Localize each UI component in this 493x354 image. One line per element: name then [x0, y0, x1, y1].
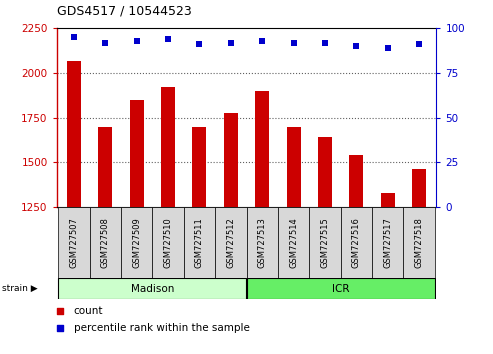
Bar [90, 207, 121, 278]
Bar [130, 100, 144, 207]
Bar [349, 155, 363, 207]
Text: GSM727512: GSM727512 [226, 217, 235, 268]
Point [102, 40, 109, 45]
Bar [372, 207, 403, 278]
Bar [58, 207, 90, 278]
Text: GSM727513: GSM727513 [258, 217, 267, 268]
Point [352, 44, 360, 49]
Bar [184, 207, 215, 278]
Text: ICR: ICR [332, 284, 350, 293]
Point [196, 41, 204, 47]
Bar [67, 61, 81, 207]
Bar [246, 207, 278, 278]
Bar [309, 207, 341, 278]
Text: GSM727507: GSM727507 [70, 217, 78, 268]
Bar [215, 207, 246, 278]
Bar [192, 127, 207, 207]
Text: GSM727511: GSM727511 [195, 217, 204, 268]
Bar [98, 127, 112, 207]
Text: GSM727509: GSM727509 [132, 217, 141, 268]
Text: GDS4517 / 10544523: GDS4517 / 10544523 [57, 5, 191, 18]
Text: GSM727508: GSM727508 [101, 217, 110, 268]
Text: strain ▶: strain ▶ [2, 284, 38, 293]
Text: Madison: Madison [131, 284, 174, 293]
Bar [403, 207, 435, 278]
Point [289, 40, 297, 45]
Point [227, 40, 235, 45]
Point [277, 52, 285, 58]
Bar [286, 127, 301, 207]
Point [277, 211, 285, 217]
Text: GSM727510: GSM727510 [164, 217, 173, 268]
Bar [152, 207, 184, 278]
Bar [255, 91, 269, 207]
Bar [278, 207, 309, 278]
Point [164, 36, 172, 42]
Bar [224, 113, 238, 207]
Bar [58, 278, 246, 299]
Point [384, 45, 391, 51]
Point [415, 41, 423, 47]
Bar [161, 87, 175, 207]
Bar [341, 207, 372, 278]
Text: GSM727516: GSM727516 [352, 217, 361, 268]
Bar [318, 137, 332, 207]
Bar [121, 207, 152, 278]
Point [321, 40, 329, 45]
Point [133, 38, 141, 44]
Text: GSM727514: GSM727514 [289, 217, 298, 268]
Point [258, 38, 266, 44]
Text: GSM727515: GSM727515 [320, 217, 329, 268]
Text: percentile rank within the sample: percentile rank within the sample [74, 323, 249, 333]
Bar [412, 169, 426, 207]
Point [70, 34, 78, 40]
Bar [381, 193, 395, 207]
Text: GSM727518: GSM727518 [415, 217, 423, 268]
Text: GSM727517: GSM727517 [383, 217, 392, 268]
Text: count: count [74, 306, 103, 316]
Bar [246, 278, 435, 299]
